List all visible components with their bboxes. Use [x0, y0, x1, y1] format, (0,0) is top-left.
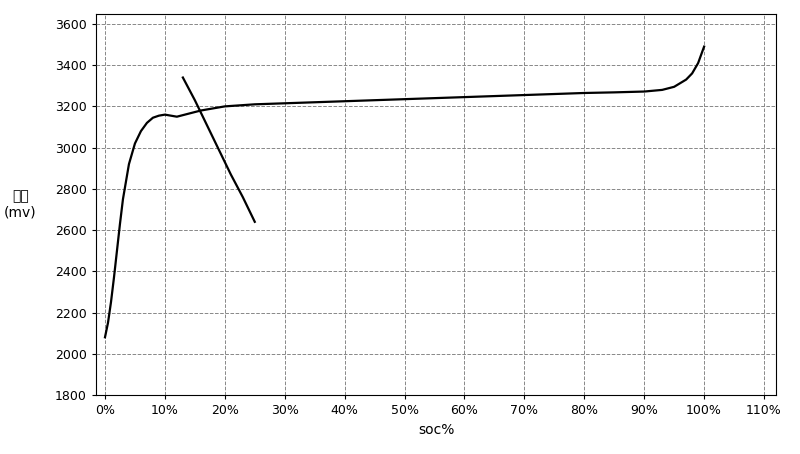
X-axis label: soc%: soc% [418, 423, 454, 437]
Y-axis label: 电压
(mv): 电压 (mv) [4, 189, 37, 219]
